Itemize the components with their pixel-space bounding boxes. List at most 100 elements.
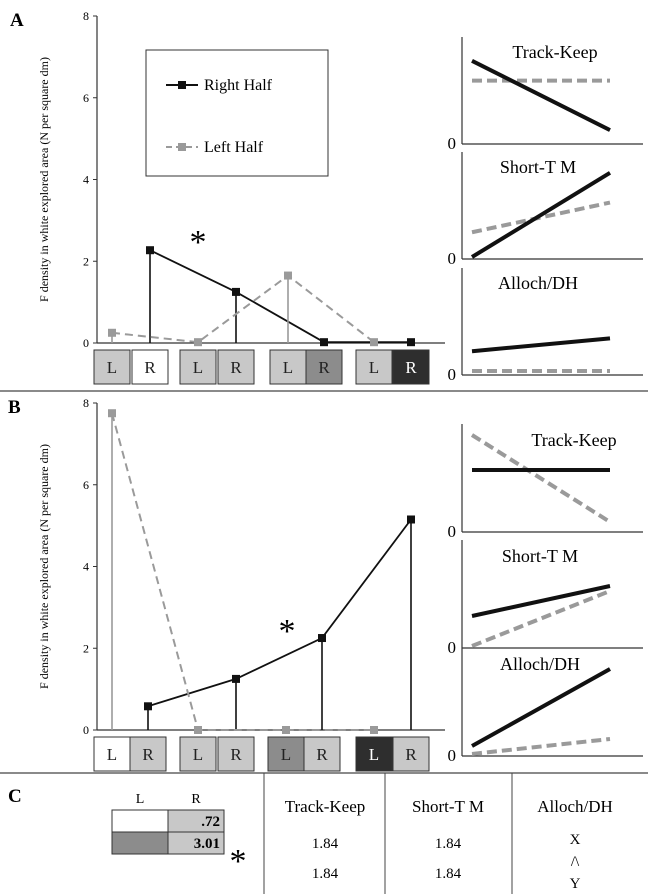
legend-box (145, 49, 329, 177)
side-box (217, 736, 255, 772)
model-title: Short-T M (502, 546, 578, 566)
side-box (129, 736, 167, 772)
side-box (305, 349, 343, 385)
model-title: Alloch/DH (498, 273, 578, 293)
data-point (194, 338, 202, 347)
data-point (284, 271, 292, 280)
table-cell: 1.84 (312, 836, 339, 852)
data-point (407, 338, 415, 347)
model-right-line (471, 336, 611, 354)
data-point (146, 246, 154, 255)
model-zero-label: 0 (448, 249, 457, 268)
side-box (392, 736, 430, 772)
side-box (217, 349, 255, 385)
y-tick-label: 6 (83, 478, 89, 492)
side-box-label: L (283, 358, 293, 377)
data-point (232, 287, 240, 296)
mini-grid-value: .72 (201, 814, 220, 830)
significance-marker: * (279, 613, 296, 650)
data-point (108, 409, 116, 418)
y-tick-label: 2 (83, 641, 89, 655)
table-cell: 1.84 (435, 836, 462, 852)
data-point (282, 726, 290, 734)
table-column-header: Short-T M (412, 797, 484, 816)
series-line-left-half (111, 274, 375, 344)
model-right-line (471, 59, 611, 132)
models-b: 0 Track-Keep 0 Short-T M 0 Alloch/DH (448, 424, 643, 765)
side-box-label: L (281, 745, 291, 764)
model-right-line (471, 667, 611, 748)
side-box-label: L (107, 358, 117, 377)
model-left-line (471, 589, 611, 648)
y-tick-label: 6 (83, 91, 89, 105)
y-axis-label: F density in white explored area (N per … (37, 57, 51, 302)
y-tick-label: 0 (83, 336, 89, 350)
legend-marker (178, 81, 186, 89)
side-box-label: R (405, 358, 417, 377)
side-box (355, 349, 393, 385)
side-box-label: L (369, 745, 379, 764)
model-title: Short-T M (500, 157, 576, 177)
table-cell: 1.84 (435, 866, 462, 882)
y-axis-label: F density in white explored area (N per … (37, 444, 51, 689)
y-tick-label: 4 (83, 560, 89, 574)
side-box-label: R (318, 358, 330, 377)
mini-grid-cell (111, 809, 169, 833)
mini-grid-col-label: L (136, 792, 145, 807)
side-box (179, 349, 217, 385)
chart-a: 0 2 4 6 8 F density in white explored area (N… (37, 9, 445, 385)
data-point (407, 515, 415, 524)
y-tick-label: 2 (83, 254, 89, 268)
models-a: 0 Track-Keep 0 Short-T M 0 Alloch/DH (448, 37, 643, 384)
side-box (267, 736, 305, 772)
model-title: Track-Keep (531, 430, 616, 450)
side-box (93, 349, 131, 385)
side-box-label: R (405, 745, 417, 764)
data-point (320, 338, 328, 347)
model-title: Track-Keep (512, 42, 597, 62)
table-cell: 1.84 (312, 866, 339, 882)
side-box (392, 349, 430, 385)
table-c: L R.72 3.01 * Track-Keep 1.84 1.84 Short-T M 1.8… (111, 792, 613, 892)
table-cell: Y (570, 876, 581, 892)
panel-label-c: C (8, 786, 22, 807)
table-cell: /\ (571, 854, 580, 870)
model-zero-label: 0 (448, 638, 457, 657)
model-title: Alloch/DH (500, 654, 580, 674)
legend-marker (178, 143, 186, 151)
model-left-line (471, 737, 611, 756)
model-left-line (470, 433, 612, 524)
mini-grid-col-label: R (191, 792, 201, 807)
side-box-label: L (193, 745, 203, 764)
series-line-right-half (147, 518, 412, 708)
series-line-left-half (111, 412, 374, 731)
side-box-label: L (193, 358, 203, 377)
data-point (194, 726, 202, 734)
data-point (370, 338, 378, 347)
data-point (232, 674, 240, 683)
side-box-label: R (230, 745, 242, 764)
side-box (179, 736, 217, 772)
legend-label: Right Half (204, 77, 273, 94)
panel-label-b: B (8, 397, 21, 418)
side-box-label: R (230, 358, 242, 377)
model-zero-label: 0 (448, 746, 457, 765)
y-tick-label: 4 (83, 173, 89, 187)
table-cell: X (570, 832, 581, 848)
model-right-line (470, 171, 612, 259)
side-box-label: R (316, 745, 328, 764)
mini-grid-cell (167, 831, 225, 855)
data-point (318, 634, 326, 643)
y-tick-label: 0 (83, 723, 89, 737)
model-left-line (471, 200, 611, 235)
model-zero-label: 0 (448, 522, 457, 541)
mini-grid-cell (111, 831, 169, 855)
side-box-label: L (369, 358, 379, 377)
data-point (108, 328, 116, 337)
y-tick-label: 8 (83, 396, 89, 410)
side-box-label: R (144, 358, 156, 377)
significance-marker: * (230, 843, 247, 880)
series-line-right-half (149, 249, 411, 344)
side-box (131, 349, 169, 385)
